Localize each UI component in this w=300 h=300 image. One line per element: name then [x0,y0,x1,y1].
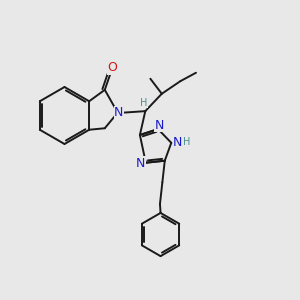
Text: N: N [155,119,164,132]
Text: N: N [114,106,124,119]
Text: O: O [108,61,118,74]
Text: H: H [140,98,148,108]
Text: N: N [136,157,145,170]
Text: N: N [173,136,183,149]
Text: H: H [183,137,190,147]
